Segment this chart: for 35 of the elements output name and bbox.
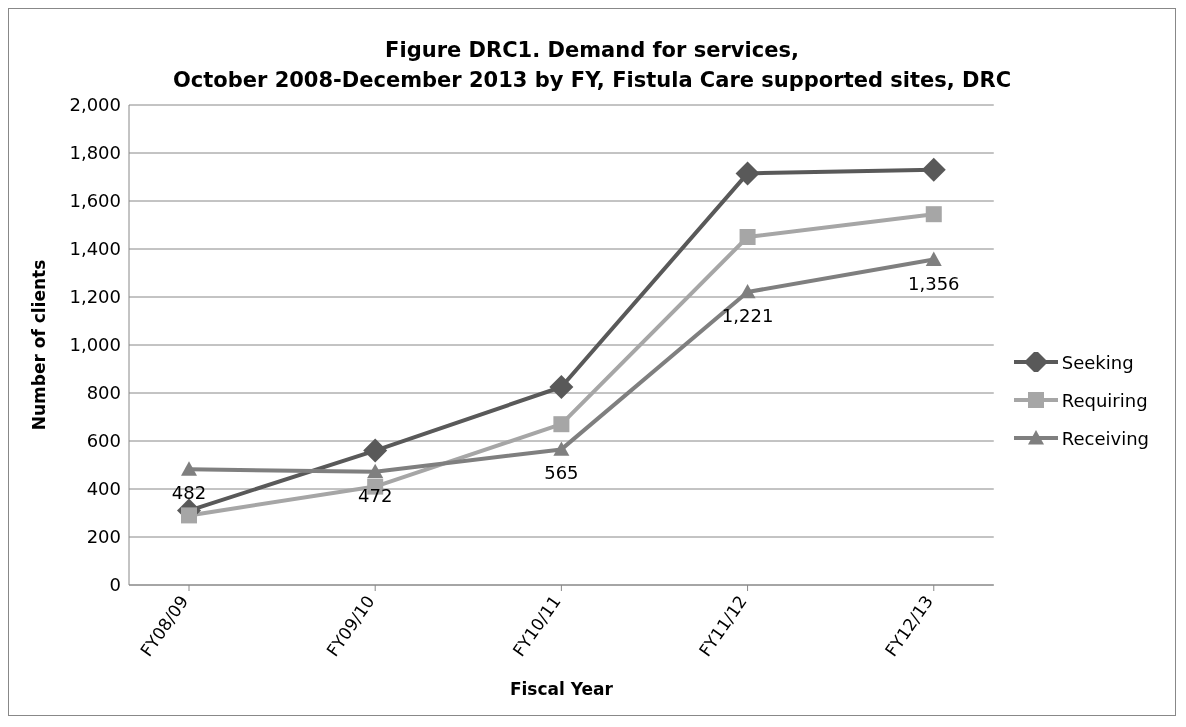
data-label: 472 <box>358 484 393 506</box>
chart-title: Figure DRC1. Demand for services, October 2008-December 2013 by FY, Fistula Care supported sites, DRC <box>171 37 1013 94</box>
y-tick-label: 800 <box>86 382 121 404</box>
y-tick-label: 1,600 <box>69 190 121 212</box>
point <box>925 251 942 266</box>
y-tick-label: 1,200 <box>69 286 121 308</box>
y-tick-label: 2,000 <box>69 94 121 116</box>
point <box>735 161 760 186</box>
point <box>553 416 570 433</box>
y-tick-label: 200 <box>86 526 121 548</box>
point <box>553 441 570 456</box>
point <box>739 229 756 245</box>
point <box>739 283 756 299</box>
point <box>367 463 384 479</box>
legend-label: Requiring <box>1061 389 1148 411</box>
y-tick-label: 1,400 <box>69 238 121 260</box>
data-label: 1,221 <box>721 304 774 326</box>
x-axis-title: Fiscal Year <box>509 679 614 699</box>
point <box>181 507 197 524</box>
y-tick-label: 400 <box>86 478 121 500</box>
point <box>363 438 388 463</box>
point <box>181 461 197 476</box>
point <box>925 206 942 223</box>
legend-label: Seeking <box>1061 351 1134 373</box>
data-label: 565 <box>544 462 579 484</box>
legend-label: Receiving <box>1061 427 1149 449</box>
point <box>549 375 574 399</box>
y-tick-label: 1,800 <box>69 142 121 164</box>
y-tick-label: 0 <box>109 574 121 596</box>
data-label: 1,356 <box>908 272 960 294</box>
y-axis-title: Number of clients <box>29 259 50 431</box>
data-label: 482 <box>171 482 207 504</box>
point <box>921 157 946 182</box>
y-tick-label: 1,000 <box>69 334 121 356</box>
y-tick-label: 600 <box>86 430 121 452</box>
